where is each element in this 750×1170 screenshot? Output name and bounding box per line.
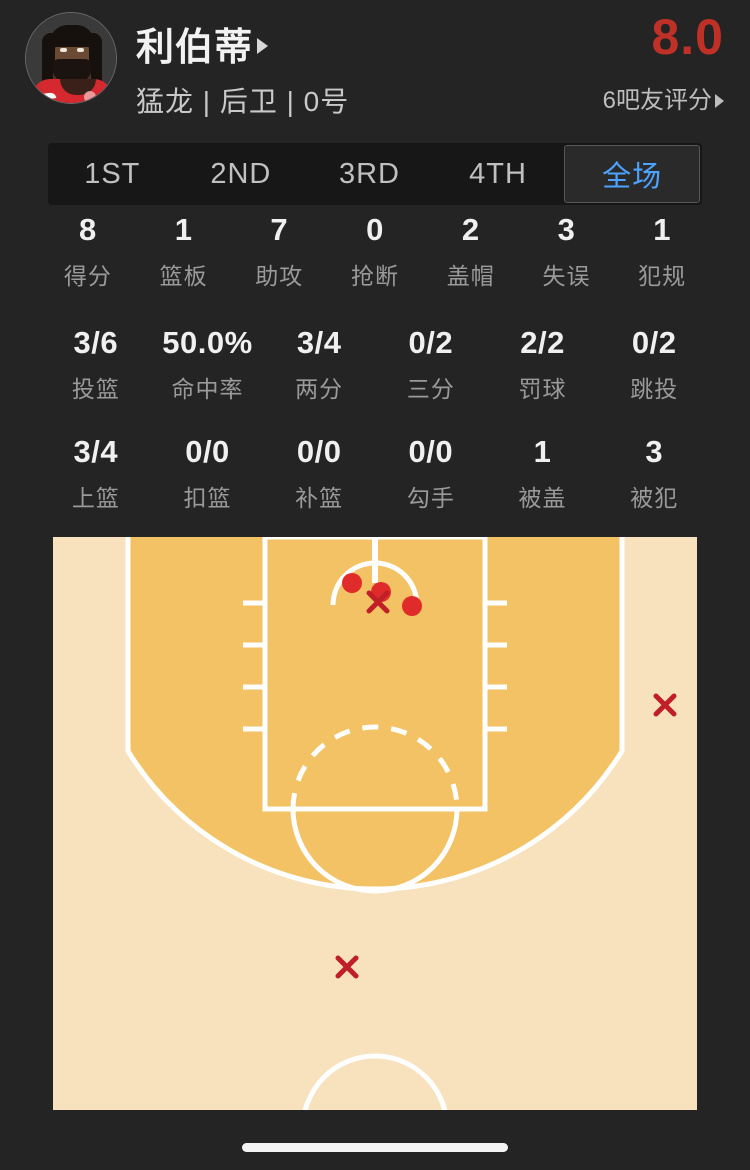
- stat-value: 2: [461, 212, 480, 247]
- shot-marker-missed: [653, 693, 677, 717]
- stats-panel: 8 得分 1 篮板 7 助攻 0 抢断 2 盖帽 3 失误: [0, 214, 750, 513]
- player-meta: 猛龙 | 后卫 | 0号: [136, 86, 350, 117]
- player-headshot-avatar-icon: [26, 13, 116, 103]
- stat-value: 0/0: [408, 434, 454, 469]
- stat-label: 抢断: [351, 263, 400, 289]
- stat-label: 犯规: [638, 263, 687, 289]
- stat-assists: 7 助攻: [231, 214, 327, 291]
- stat-field-goals: 3/6 投篮: [40, 327, 152, 404]
- stat-label: 跳投: [630, 376, 679, 402]
- stats-row-shot-types: 3/4 上篮 0/0 扣篮 0/0 补篮 0/0 勾手 1 被盖 3 被犯: [0, 436, 750, 513]
- player-identity: 利伯蒂 猛龙 | 后卫 | 0号: [136, 16, 349, 120]
- paint-key: [262, 537, 488, 812]
- stat-two-point: 3/4 两分: [263, 327, 375, 404]
- stat-label: 盖帽: [446, 263, 495, 289]
- tab-3rd[interactable]: 3RD: [338, 157, 400, 190]
- stat-value: 1: [653, 212, 672, 247]
- home-indicator: [242, 1143, 508, 1152]
- stat-label: 扣篮: [183, 485, 232, 511]
- stat-steals: 0 抢断: [327, 214, 423, 291]
- stat-points: 8 得分: [40, 214, 136, 291]
- stat-jump-shot: 0/2 跳投: [598, 327, 710, 404]
- player-name-row[interactable]: 利伯蒂: [136, 16, 349, 71]
- rating-value: 8.0: [651, 9, 724, 65]
- period-tabs: 1ST 2ND 3RD 4TH 全场: [48, 143, 702, 205]
- shot-marker-made: [342, 573, 362, 593]
- page-title: 利伯蒂: [136, 27, 254, 69]
- play-triangle-icon: [257, 37, 269, 54]
- stat-label: 补篮: [295, 485, 344, 511]
- tab-1st[interactable]: 1ST: [84, 157, 141, 190]
- stat-layup: 3/4 上篮: [40, 436, 152, 513]
- stat-label: 篮板: [159, 263, 208, 289]
- stat-value: 0/2: [631, 325, 677, 360]
- stat-label: 勾手: [406, 485, 455, 511]
- stat-turnovers: 3 失误: [519, 214, 615, 291]
- stats-row-basic: 8 得分 1 篮板 7 助攻 0 抢断 2 盖帽 3 失误: [0, 214, 750, 291]
- stat-putback: 0/0 补篮: [263, 436, 375, 513]
- stat-value: 50.0%: [162, 325, 253, 360]
- stat-three-point: 0/2 三分: [375, 327, 487, 404]
- stat-value: 8: [78, 212, 97, 247]
- shot-marker-made: [402, 596, 422, 616]
- stat-value: 3: [645, 434, 664, 469]
- stat-hook: 0/0 勾手: [375, 436, 487, 513]
- stat-label: 三分: [406, 376, 455, 402]
- avatar[interactable]: [25, 12, 117, 104]
- stat-fouls: 1 犯规: [614, 214, 710, 291]
- stat-dunk: 0/0 扣篮: [152, 436, 264, 513]
- stat-label: 得分: [63, 263, 112, 289]
- stat-fouls-drawn: 3 被犯: [598, 436, 710, 513]
- basketball-court-graphic: [53, 537, 697, 1110]
- free-throw-circle-solid: [290, 808, 460, 894]
- shot-chart[interactable]: [53, 537, 697, 1110]
- stat-value: 0/0: [296, 434, 342, 469]
- play-triangle-icon: [715, 93, 724, 108]
- rating-sub-label: 6吧友评分: [602, 87, 712, 114]
- center-circle: [302, 1053, 448, 1110]
- stat-blocks: 2 盖帽: [423, 214, 519, 291]
- stat-value: 2/2: [520, 325, 565, 360]
- stat-value: 0/0: [185, 434, 230, 469]
- stat-label: 投篮: [71, 376, 120, 402]
- stat-value: 0/2: [408, 325, 454, 360]
- three-point-zone: [128, 537, 622, 890]
- tab-full-game[interactable]: 全场: [564, 145, 701, 203]
- stat-value: 1: [174, 212, 193, 247]
- stat-value: 3/4: [296, 325, 342, 360]
- rating-sub-row[interactable]: 6吧友评分: [603, 80, 724, 115]
- stat-label: 失误: [542, 263, 591, 289]
- player-header: 利伯蒂 猛龙 | 后卫 | 0号 8.0 6吧友评分: [0, 0, 750, 125]
- stat-fg-percent: 50.0% 命中率: [152, 327, 264, 404]
- stat-rebounds: 1 篮板: [136, 214, 232, 291]
- stat-label: 罚球: [518, 376, 567, 402]
- stat-value: 3/4: [73, 434, 119, 469]
- stat-shots-blocked: 1 被盖: [487, 436, 599, 513]
- shot-marker-missed: [335, 955, 359, 979]
- stat-label: 助攻: [255, 263, 304, 289]
- stat-label: 两分: [295, 376, 344, 402]
- stat-free-throw: 2/2 罚球: [487, 327, 599, 404]
- shot-marker-missed: [366, 590, 390, 614]
- tab-4th[interactable]: 4TH: [469, 157, 527, 190]
- rating-block[interactable]: 8.0 6吧友评分: [603, 12, 724, 115]
- stat-value: 0: [366, 212, 384, 247]
- stat-value: 3/6: [73, 325, 119, 360]
- stat-label: 命中率: [171, 376, 244, 402]
- stats-row-shooting: 3/6 投篮 50.0% 命中率 3/4 两分 0/2 三分 2/2 罚球 0/…: [0, 327, 750, 404]
- tab-2nd[interactable]: 2ND: [210, 157, 272, 190]
- free-throw-circle-dashed: [290, 724, 460, 810]
- restricted-area-arc: [330, 560, 420, 606]
- stat-value: 3: [557, 212, 576, 247]
- stat-label: 上篮: [71, 485, 120, 511]
- stat-label: 被盖: [518, 485, 567, 511]
- stat-value: 1: [533, 434, 552, 469]
- stat-value: 7: [270, 212, 289, 247]
- stat-label: 被犯: [630, 485, 679, 511]
